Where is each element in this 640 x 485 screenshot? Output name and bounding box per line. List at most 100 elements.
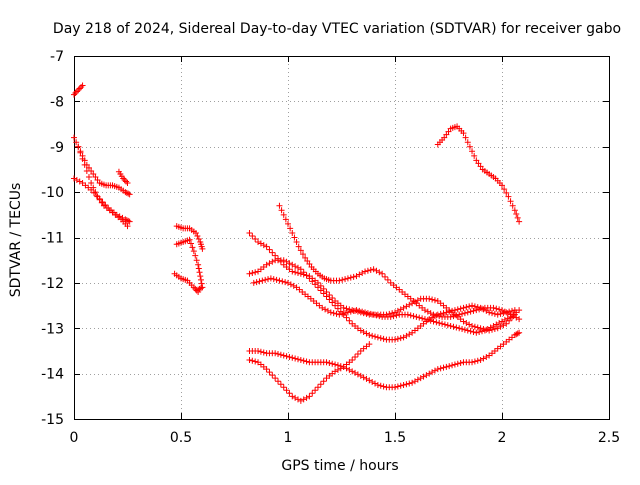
data-point xyxy=(494,311,501,318)
data-point xyxy=(92,189,99,196)
data-point xyxy=(309,390,316,397)
data-point xyxy=(473,329,480,336)
data-point xyxy=(473,307,480,314)
data-point xyxy=(282,216,289,223)
data-point xyxy=(394,335,401,342)
data-point xyxy=(266,246,273,253)
data-point xyxy=(429,296,436,303)
data-point xyxy=(326,296,333,303)
y-tick-label: -10 xyxy=(41,185,64,201)
data-point xyxy=(491,310,498,317)
data-point xyxy=(125,217,132,224)
data-point xyxy=(302,254,309,261)
data-point xyxy=(397,382,404,389)
data-point xyxy=(277,351,284,358)
data-point xyxy=(124,180,131,187)
data-point xyxy=(470,307,477,314)
data-point xyxy=(436,313,443,320)
data-point xyxy=(269,372,276,379)
y-tick-label: -13 xyxy=(41,321,64,337)
data-point xyxy=(186,236,193,243)
data-point xyxy=(85,174,92,180)
data-point xyxy=(263,243,270,250)
data-point xyxy=(88,186,95,193)
data-point xyxy=(317,381,324,388)
y-tick-label: -14 xyxy=(41,367,64,383)
data-point xyxy=(460,304,467,311)
data-point xyxy=(272,350,279,357)
data-point xyxy=(382,273,389,280)
data-point xyxy=(372,333,379,340)
data-point xyxy=(292,355,299,362)
data-point xyxy=(457,360,464,367)
data-point xyxy=(377,335,384,342)
data-point xyxy=(386,310,393,317)
series-arc-1 xyxy=(71,82,86,98)
data-point xyxy=(195,261,202,268)
data-point xyxy=(102,201,109,208)
data-point xyxy=(336,311,343,318)
data-point xyxy=(299,251,306,258)
data-point xyxy=(444,322,451,329)
data-point xyxy=(454,306,461,313)
x-tick-label: 0 xyxy=(70,430,79,446)
data-point xyxy=(275,378,282,385)
data-point xyxy=(459,310,466,317)
data-point xyxy=(71,134,77,141)
data-point xyxy=(342,276,349,283)
data-point xyxy=(194,232,201,239)
data-point xyxy=(464,327,471,334)
data-point xyxy=(446,363,453,370)
data-point xyxy=(286,390,293,397)
data-point xyxy=(460,130,467,137)
data-points xyxy=(71,82,523,404)
data-point xyxy=(353,307,360,314)
data-point xyxy=(195,265,202,272)
data-point xyxy=(356,307,363,314)
data-point xyxy=(249,357,256,364)
data-point xyxy=(491,326,498,333)
data-point xyxy=(297,247,304,254)
data-point xyxy=(477,325,484,332)
data-point xyxy=(190,248,197,255)
data-point xyxy=(347,308,354,315)
data-point xyxy=(437,365,444,372)
data-point xyxy=(300,269,307,276)
data-point xyxy=(503,320,510,327)
x-tick-label: 0.5 xyxy=(170,430,192,446)
data-point xyxy=(479,305,486,312)
data-point xyxy=(516,218,523,225)
data-point xyxy=(467,308,474,315)
data-point xyxy=(433,312,440,319)
data-point xyxy=(199,245,206,252)
chart-title: Day 218 of 2024, Sidereal Day-to-day VTE… xyxy=(53,21,621,37)
data-point xyxy=(272,375,279,382)
data-point xyxy=(197,276,204,283)
x-tick-label: 1.5 xyxy=(384,430,406,446)
data-point xyxy=(503,309,510,316)
data-point xyxy=(424,316,431,323)
data-point xyxy=(253,279,260,286)
data-point xyxy=(427,317,434,324)
data-point xyxy=(426,295,433,302)
data-point xyxy=(306,275,313,282)
data-point xyxy=(370,311,377,318)
data-point xyxy=(289,229,296,236)
data-point xyxy=(413,313,420,320)
data-point xyxy=(354,350,361,357)
series-arc-10 xyxy=(246,257,518,343)
data-point xyxy=(436,319,443,326)
data-point xyxy=(246,357,253,364)
data-point xyxy=(392,336,398,343)
data-point xyxy=(443,131,450,138)
data-point xyxy=(349,357,356,364)
data-point xyxy=(81,161,88,168)
data-point xyxy=(343,314,350,321)
data-point xyxy=(96,195,103,202)
data-point xyxy=(462,134,469,141)
series-arc-14 xyxy=(246,341,373,404)
data-point xyxy=(456,311,463,318)
data-point xyxy=(439,320,446,327)
data-point xyxy=(344,275,351,282)
